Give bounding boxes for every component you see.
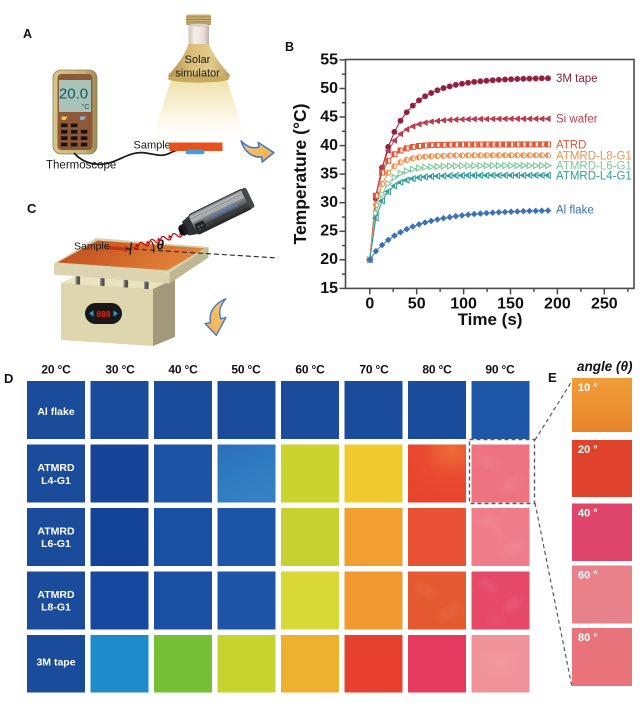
svg-text:Al flake: Al flake (556, 205, 594, 217)
svg-text:ATMRD: ATMRD (37, 589, 75, 601)
svg-text:70 °C: 70 °C (359, 363, 389, 377)
svg-text:simulator: simulator (175, 68, 220, 80)
svg-text:30 °C: 30 °C (105, 363, 135, 377)
svg-text:100: 100 (450, 296, 477, 313)
svg-text:150: 150 (497, 296, 524, 313)
svg-text:ATMRD-L8-G1: ATMRD-L8-G1 (556, 151, 632, 163)
svg-text:15: 15 (320, 280, 338, 297)
svg-text:0: 0 (365, 296, 374, 313)
svg-text:°C: °C (81, 102, 90, 111)
svg-text:45: 45 (320, 108, 338, 125)
svg-text:80 °: 80 ° (578, 632, 598, 644)
svg-text:Al flake: Al flake (37, 406, 75, 418)
svg-text:Solar: Solar (185, 54, 211, 66)
svg-text:200: 200 (544, 296, 571, 313)
svg-text:A: A (23, 27, 32, 41)
svg-text:L4-G1: L4-G1 (41, 475, 71, 487)
svg-text:10 °: 10 ° (578, 382, 598, 394)
svg-text:3M tape: 3M tape (556, 73, 598, 85)
svg-text:D: D (4, 371, 13, 386)
svg-text:Si wafer: Si wafer (556, 114, 598, 126)
svg-text:20: 20 (320, 251, 338, 268)
svg-text:ATMRD: ATMRD (37, 526, 75, 538)
svg-text:L8-G1: L8-G1 (41, 602, 71, 614)
svg-text:50: 50 (320, 80, 338, 97)
svg-text:60 °: 60 ° (578, 570, 598, 582)
svg-text:40 °C: 40 °C (168, 363, 198, 377)
svg-text:50: 50 (408, 296, 426, 313)
svg-text:30: 30 (320, 194, 338, 211)
svg-text:250: 250 (591, 296, 618, 313)
svg-text:50 °C: 50 °C (231, 363, 261, 377)
svg-text:Temperature (°C): Temperature (°C) (290, 104, 310, 245)
svg-text:angle (θ): angle (θ) (577, 359, 633, 374)
svg-text:L6-G1: L6-G1 (41, 538, 71, 550)
svg-text:40: 40 (320, 137, 338, 154)
svg-text:55: 55 (320, 51, 338, 68)
svg-text:20 °C: 20 °C (41, 363, 71, 377)
svg-text:ATMRD: ATMRD (37, 462, 75, 474)
svg-text:Time (s): Time (s) (458, 310, 523, 329)
svg-text:Sample: Sample (134, 140, 171, 152)
svg-text:B: B (285, 40, 294, 54)
svg-text:888: 888 (96, 309, 110, 319)
svg-text:35: 35 (320, 166, 338, 183)
svg-text:80 °C: 80 °C (422, 363, 452, 377)
svg-text:θ: θ (157, 238, 165, 253)
svg-text:25: 25 (320, 223, 338, 240)
svg-text:20.0: 20.0 (59, 86, 88, 103)
svg-text:90 °C: 90 °C (485, 363, 515, 377)
svg-text:ATMRD-L6-G1: ATMRD-L6-G1 (556, 161, 632, 173)
svg-text:3M tape: 3M tape (36, 657, 75, 669)
svg-text:60 °C: 60 °C (295, 363, 325, 377)
svg-text:20 °: 20 ° (578, 444, 598, 456)
svg-text:40 °: 40 ° (578, 508, 598, 520)
svg-text:ATMRD-L4-G1: ATMRD-L4-G1 (556, 171, 632, 183)
svg-text:E: E (548, 370, 557, 385)
svg-text:ATRD: ATRD (556, 140, 586, 152)
svg-text:C: C (27, 201, 37, 216)
svg-text:Sample: Sample (74, 241, 110, 253)
svg-text:Thermoscope: Thermoscope (46, 160, 116, 172)
